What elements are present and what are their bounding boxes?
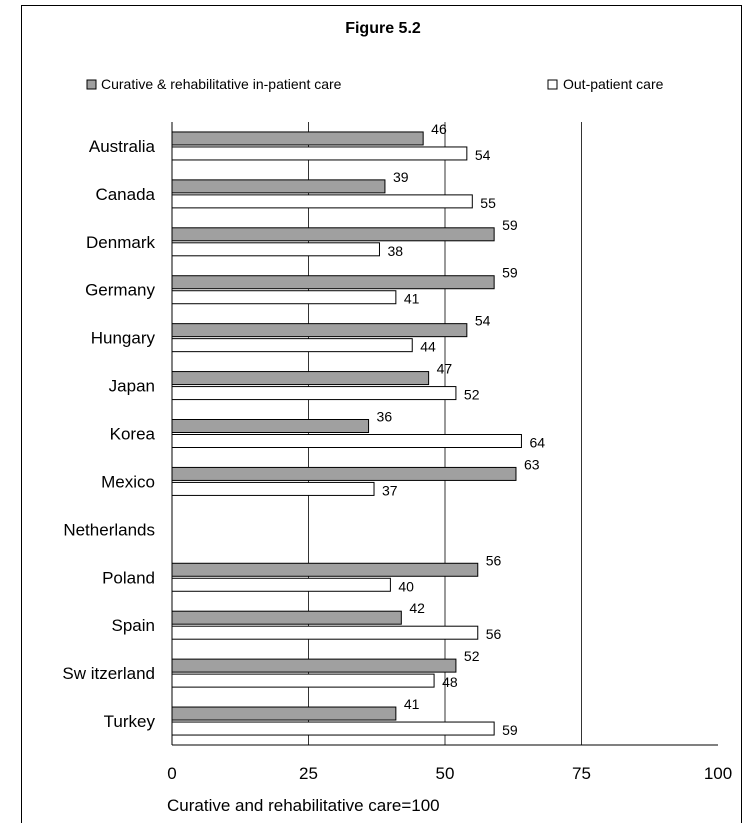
bar-inpatient [171, 371, 430, 386]
bar-outpatient [171, 242, 380, 257]
data-label: 63 [524, 456, 540, 472]
category-label: Netherlands [63, 520, 155, 539]
legend-swatch-outpatient [547, 79, 558, 90]
data-label: 41 [404, 291, 420, 307]
category-label: Poland [102, 568, 155, 587]
legend-label-inpatient: Curative & rehabilitative in-patient car… [101, 76, 342, 92]
legend: Curative & rehabilitative in-patient car… [86, 76, 664, 92]
data-label: 52 [464, 648, 480, 664]
bar-outpatient [171, 146, 468, 161]
category-label: Germany [85, 281, 155, 300]
data-label: 59 [502, 722, 518, 738]
x-tick-labels: 0 25 50 75 100 [167, 764, 732, 783]
bar-inpatient [171, 179, 386, 194]
chart-title: Figure 5.2 [345, 20, 421, 37]
x-tick-label: 75 [572, 764, 591, 783]
x-axis-title: Curative and rehabilitative care=100 [167, 796, 440, 815]
data-label: 52 [464, 387, 480, 403]
bar-inpatient [171, 562, 479, 577]
bar-outpatient [171, 625, 479, 640]
bar-inpatient [171, 323, 468, 338]
data-label: 37 [382, 482, 398, 498]
bar-outpatient [171, 673, 435, 688]
category-labels: Australia Canada Denmark Germany Hungary Japa… [62, 137, 155, 731]
data-label: 42 [409, 600, 425, 616]
bar-outpatient [171, 386, 457, 401]
data-label: 39 [393, 169, 409, 185]
x-tick-label: 0 [167, 764, 176, 783]
bar-inpatient [171, 658, 457, 673]
category-label: Spain [112, 616, 155, 635]
data-label: 64 [529, 435, 545, 451]
category-label: Korea [110, 425, 156, 444]
data-label: 44 [420, 339, 436, 355]
category-label: Mexico [101, 472, 155, 491]
bar-inpatient [171, 466, 517, 481]
data-label: 36 [377, 409, 393, 425]
category-label: Canada [95, 185, 155, 204]
category-label: Turkey [104, 712, 156, 731]
gridlines [308, 122, 582, 745]
data-label: 48 [442, 674, 458, 690]
x-tick-label: 50 [436, 764, 455, 783]
data-label: 56 [486, 626, 502, 642]
category-label: Australia [89, 137, 156, 156]
bar-outpatient [171, 338, 413, 353]
data-label: 38 [387, 243, 403, 259]
legend-swatch-inpatient [86, 79, 97, 90]
data-label: 55 [480, 195, 496, 211]
bar-outpatient [171, 481, 375, 496]
data-label: 41 [404, 696, 420, 712]
bar-inpatient [171, 275, 495, 290]
bar-inpatient [171, 610, 402, 625]
bar-inpatient [171, 706, 397, 721]
legend-label-outpatient: Out-patient care [563, 76, 664, 92]
bar-outpatient [171, 194, 473, 209]
x-tick-label: 25 [299, 764, 318, 783]
data-label: 59 [502, 217, 518, 233]
bar-inpatient [171, 419, 370, 433]
category-label: Sw itzerland [62, 664, 155, 683]
bars [171, 131, 522, 736]
bar-outpatient [171, 434, 522, 448]
x-tick-label: 100 [704, 764, 732, 783]
bar-inpatient [171, 227, 495, 242]
bar-inpatient [171, 131, 424, 146]
bar-outpatient [171, 290, 397, 305]
data-label: 47 [437, 361, 453, 377]
data-label: 40 [398, 578, 414, 594]
data-label: 46 [431, 121, 447, 137]
bar-outpatient [171, 721, 495, 736]
data-label: 54 [475, 147, 491, 163]
chart-frame [21, 5, 742, 823]
bar-outpatient [171, 577, 391, 592]
data-label: 56 [486, 552, 502, 568]
category-label: Japan [109, 377, 155, 396]
data-label: 54 [475, 313, 491, 329]
data-label: 59 [502, 265, 518, 281]
category-label: Denmark [86, 233, 155, 252]
category-label: Hungary [91, 329, 156, 348]
